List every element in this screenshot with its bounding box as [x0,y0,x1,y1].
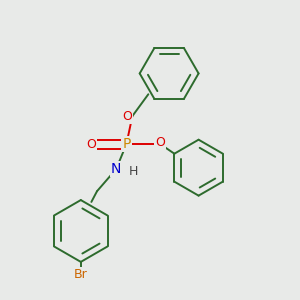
Text: O: O [122,110,132,123]
Text: H: H [128,165,138,178]
Text: P: P [122,137,130,151]
Text: N: N [111,162,121,176]
Text: O: O [86,138,96,151]
Text: Br: Br [74,268,88,281]
Text: O: O [155,136,165,149]
